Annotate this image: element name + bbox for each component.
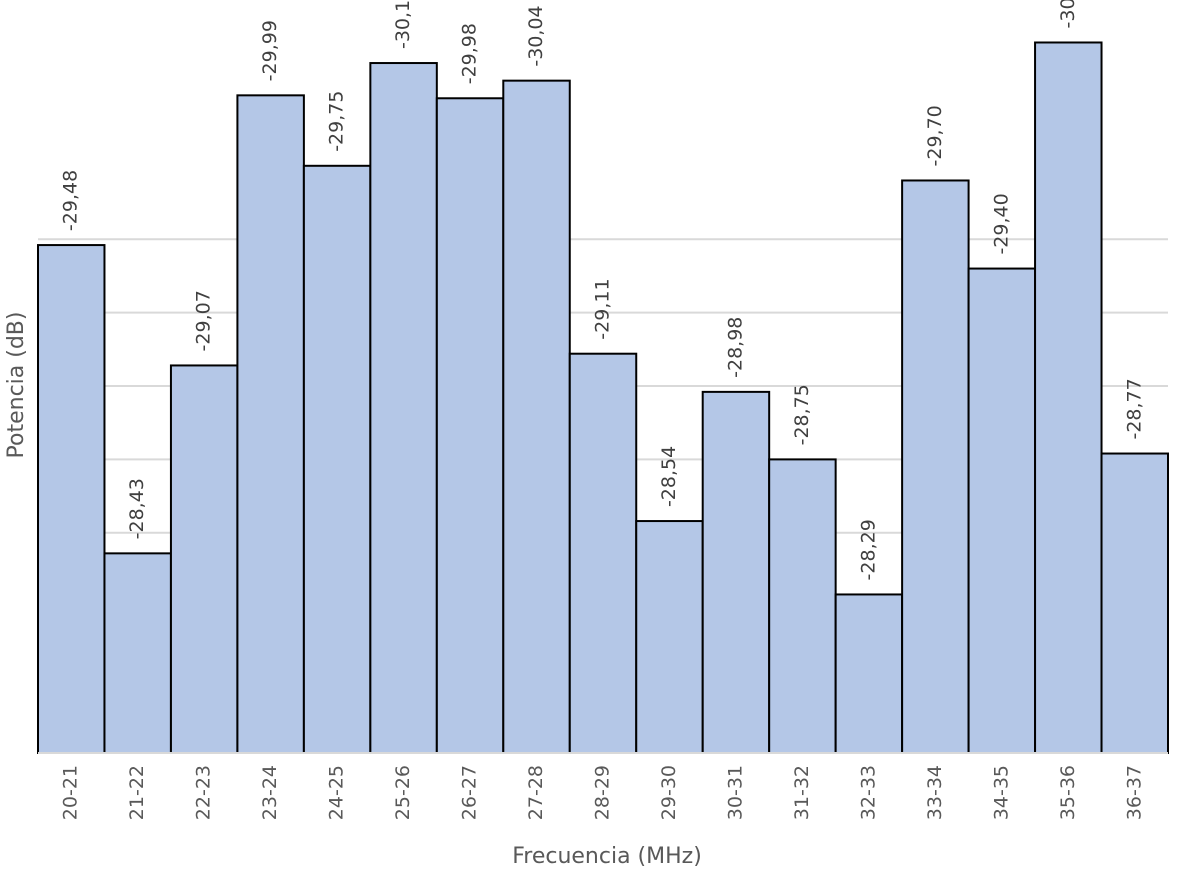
- data-label-23-24: -29,99: [259, 20, 281, 81]
- x-tick-29-30: 29-30: [658, 765, 680, 820]
- x-tick-35-36: 35-36: [1057, 765, 1079, 820]
- x-tick-33-34: 33-34: [924, 765, 946, 820]
- x-axis-title: Frecuencia (MHz): [512, 844, 702, 869]
- x-tick-labels: 20-21 21-22 22-23 23-24 24-25 25-26 26-27 27-28…: [60, 765, 1146, 820]
- bar-34-35: [967, 267, 1037, 754]
- bar-24-25: [302, 164, 372, 755]
- x-tick-27-28: 27-28: [525, 765, 547, 820]
- bar-22-23: [169, 364, 239, 754]
- data-label-26-27: -29,98: [459, 23, 481, 84]
- data-label-34-35: -29,40: [990, 193, 1012, 254]
- data-label-20-21: -29,48: [60, 170, 82, 231]
- bar-33-34: [901, 179, 970, 755]
- data-label-30-31: -28,98: [724, 317, 746, 378]
- bar-25-26: [369, 62, 438, 755]
- x-tick-26-27: 26-27: [459, 765, 481, 820]
- data-label-28-29: -29,11: [592, 278, 614, 339]
- bar-35-36: [1034, 41, 1103, 755]
- x-tick-30-31: 30-31: [724, 765, 746, 820]
- x-tick-28-29: 28-29: [592, 765, 614, 820]
- bar-31-32: [768, 458, 837, 754]
- data-label-36-37: -28,77: [1123, 378, 1145, 439]
- data-label-31-32: -28,75: [791, 384, 813, 445]
- bars: [37, 41, 1170, 755]
- x-tick-22-23: 22-23: [193, 765, 215, 820]
- data-label-32-33: -28,29: [857, 519, 879, 580]
- bar-21-22: [103, 552, 172, 754]
- data-label-25-26: -30,10: [392, 0, 414, 49]
- bar-32-33: [834, 593, 904, 754]
- bar-27-28: [502, 79, 571, 754]
- data-labels: -29,48 -28,43 -29,07 -29,99 -29,75 -30,10 -29,…: [60, 0, 1146, 580]
- data-label-27-28: -30,04: [525, 5, 547, 66]
- data-label-21-22: -28,43: [126, 478, 148, 539]
- x-tick-36-37: 36-37: [1123, 765, 1145, 820]
- bar-20-21: [37, 244, 106, 755]
- x-tick-25-26: 25-26: [392, 765, 414, 820]
- x-tick-31-32: 31-32: [791, 765, 813, 820]
- bar-30-31: [701, 390, 771, 754]
- y-axis-title: Potencia (dB): [4, 312, 29, 459]
- x-tick-24-25: 24-25: [326, 765, 348, 820]
- bar-23-24: [236, 94, 305, 754]
- data-label-29-30: -28,54: [658, 446, 680, 507]
- bar-29-30: [635, 520, 704, 755]
- data-label-24-25: -29,75: [326, 91, 348, 152]
- x-tick-20-21: 20-21: [60, 765, 82, 820]
- bar-26-27: [435, 97, 505, 755]
- x-tick-32-33: 32-33: [857, 765, 879, 820]
- bar-36-37: [1100, 452, 1170, 754]
- x-tick-34-35: 34-35: [990, 765, 1012, 820]
- x-tick-23-24: 23-24: [259, 765, 281, 820]
- x-tick-21-22: 21-22: [126, 765, 148, 820]
- data-label-22-23: -29,07: [193, 290, 215, 351]
- data-label-35-36: -30,17: [1057, 0, 1079, 28]
- bar-28-29: [568, 352, 638, 754]
- data-label-33-34: -29,70: [924, 105, 946, 166]
